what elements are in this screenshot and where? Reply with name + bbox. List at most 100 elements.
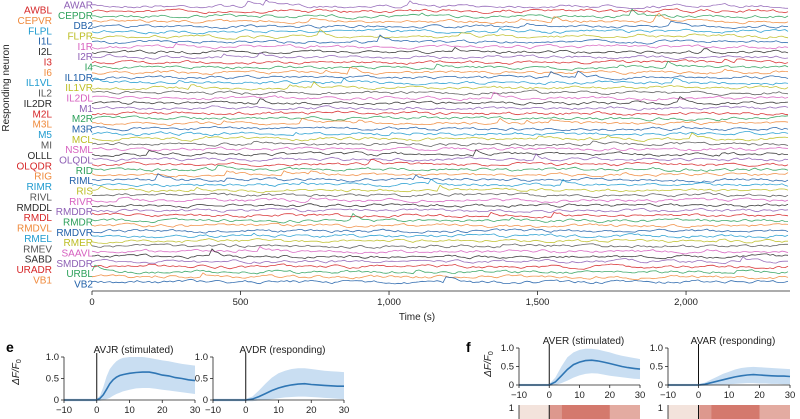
neuron-label-m3l: M3L	[33, 120, 53, 131]
neuron-label-uradr: URADR	[16, 265, 52, 276]
trace-cepvr	[91, 12, 789, 25]
neuron-label-i6: I6	[44, 68, 53, 79]
x-tick-label: 0	[243, 405, 248, 416]
trace-i2r	[91, 52, 789, 61]
raster-y-axis-title: Responding neuron	[1, 44, 12, 131]
trace-cepdr	[91, 8, 789, 20]
y-tick-label: 1.0	[650, 343, 663, 354]
trace-i1l	[91, 34, 789, 45]
x-tick-label: 0	[547, 390, 552, 401]
neuron-label-i2r: I2R	[77, 52, 93, 63]
neuron-label-rivl: RIVL	[30, 192, 53, 203]
x-tick-label: 20	[754, 390, 765, 401]
neuron-label-rid: RID	[76, 166, 93, 177]
neuron-label-rmel: RMEL	[24, 234, 52, 245]
neuron-label-flpl: FLPL	[28, 26, 52, 37]
trace-i4	[91, 60, 789, 71]
neuron-label-flpr: FLPR	[67, 32, 93, 43]
neuron-label-olqdl: OLQDL	[59, 156, 93, 167]
trace-m3l	[91, 117, 789, 127]
y-tick-label: 0	[54, 395, 59, 406]
neuron-label-rmdvr: RMDVR	[56, 228, 93, 239]
trace-riml	[91, 173, 789, 184]
y-tick-label: 0.5	[46, 374, 59, 385]
trace-il2dl	[91, 91, 789, 102]
x-tick-label: −10	[511, 390, 527, 401]
trace-rid	[91, 164, 789, 172]
neuron-label-sabd: SABD	[25, 255, 52, 266]
heatmap-cell	[549, 405, 610, 419]
raster-x-tick-label: 0	[89, 297, 94, 308]
trace-rmev	[91, 243, 788, 249]
neuron-label-il2: IL2	[38, 89, 52, 100]
trace-il1dr	[91, 70, 789, 81]
trace-uradr	[91, 263, 789, 270]
trace-vb2	[91, 276, 789, 285]
neuron-label-urbl: URBL	[66, 269, 93, 280]
dff-axis-main: ΔF/F	[11, 362, 22, 386]
trace-i1r	[91, 43, 789, 50]
dff-axis-title: ΔF/F0	[483, 351, 495, 378]
trace-m5	[91, 131, 789, 137]
neuron-label-mcl: MCL	[72, 135, 94, 146]
x-tick-label: 30	[190, 405, 201, 416]
x-tick-label: 10	[124, 405, 135, 416]
trace-i6	[91, 67, 789, 75]
neuron-label-olqdr: OLQDR	[16, 161, 52, 172]
trace-flpl	[91, 27, 789, 35]
x-tick-label: 10	[273, 405, 284, 416]
trace-vb1	[91, 272, 789, 281]
neuron-label-m2r: M2R	[72, 114, 93, 125]
heatmap-cell	[699, 405, 760, 419]
neuron-label-il1vl: IL1VL	[26, 78, 53, 89]
trace-olqdl	[91, 153, 789, 162]
panel-f-y-axis-title: ΔF/F0	[483, 351, 495, 378]
neuron-label-m1: M1	[79, 104, 93, 115]
panel-f-letter: f	[466, 339, 471, 355]
neuron-label-rmdl: RMDL	[24, 213, 53, 224]
neuron-label-awar: AWAR	[64, 1, 93, 12]
neuron-label-rmev: RMEV	[23, 244, 52, 255]
panel-e-y-axis-title: ΔF/F0	[11, 359, 23, 386]
neuron-label-i3: I3	[44, 57, 53, 68]
neuron-label-riml: RIML	[69, 176, 93, 187]
trace-rmdvl	[91, 222, 789, 229]
mean-response-line	[64, 371, 196, 401]
dff-axis-sub: 0	[16, 359, 23, 363]
x-tick-label: 30	[785, 390, 796, 401]
sem-band	[64, 357, 195, 402]
neuron-label-il1dr: IL1DR	[65, 73, 93, 84]
x-tick-label: −10	[56, 405, 72, 416]
x-tick-label: 0	[696, 390, 701, 401]
x-tick-label: 30	[635, 390, 646, 401]
neuron-label-i2l: I2L	[38, 47, 52, 58]
trace-il2dr	[91, 96, 789, 106]
x-tick-label: −10	[205, 405, 221, 416]
y-tick-label: 1.0	[195, 352, 208, 363]
heatmap-tick-label: 1	[509, 403, 514, 414]
trace-sabd	[91, 248, 789, 260]
neuron-label-cepvr: CEPVR	[18, 16, 52, 27]
neuron-label-i4: I4	[85, 63, 94, 74]
y-tick-label: 1.0	[501, 343, 514, 354]
trace-rivr	[91, 196, 789, 204]
neuron-label-saavl: SAAVL	[62, 249, 94, 260]
dff-axis-sub: 0	[488, 351, 495, 355]
neuron-label-smddr: SMDDR	[56, 259, 93, 270]
subplot-title: AVAR (responding)	[691, 336, 776, 347]
y-tick-label: 0.5	[501, 362, 514, 373]
x-tick-label: 10	[574, 390, 585, 401]
raster-x-tick-label: 2,000	[674, 297, 698, 308]
raster-x-tick-label: 1,500	[526, 297, 550, 308]
neuron-label-rig: RIG	[34, 172, 52, 183]
neuron-label-m5: M5	[38, 130, 52, 141]
trace-m3r	[91, 125, 789, 132]
trace-rmddr	[91, 207, 789, 213]
neuron-label-rmdvl: RMDVL	[17, 224, 52, 235]
mean-response-line	[668, 373, 791, 386]
raster-x-ticks: 0 500 1,000 1,500 2,000	[89, 291, 698, 308]
y-tick-label: 0.5	[195, 374, 208, 385]
